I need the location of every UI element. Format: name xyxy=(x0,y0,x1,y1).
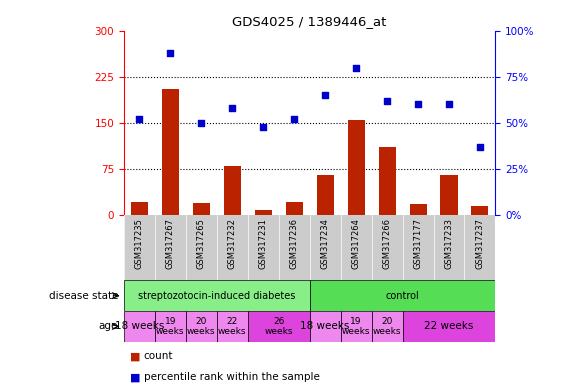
Bar xyxy=(341,311,372,342)
Text: GSM317236: GSM317236 xyxy=(290,218,298,269)
Text: ■: ■ xyxy=(129,372,140,382)
Point xyxy=(320,92,329,98)
Text: GSM317234: GSM317234 xyxy=(321,218,329,269)
Text: 18 weeks: 18 weeks xyxy=(115,321,164,331)
Text: 22
weeks: 22 weeks xyxy=(218,317,247,336)
Point xyxy=(351,65,360,71)
Point xyxy=(166,50,175,56)
Bar xyxy=(285,202,303,215)
Bar xyxy=(403,311,495,342)
Text: GSM317264: GSM317264 xyxy=(352,218,360,269)
Text: 18 weeks: 18 weeks xyxy=(301,321,350,331)
Text: GSM317266: GSM317266 xyxy=(383,218,391,269)
Bar xyxy=(186,311,217,342)
Bar xyxy=(193,203,210,215)
Text: 19
weeks: 19 weeks xyxy=(342,317,370,336)
Text: 26
weeks: 26 weeks xyxy=(265,317,293,336)
Bar xyxy=(217,311,248,342)
Bar xyxy=(440,175,458,215)
Point xyxy=(383,98,392,104)
Bar xyxy=(155,311,186,342)
Text: control: control xyxy=(386,291,419,301)
Point xyxy=(258,124,268,130)
Text: ■: ■ xyxy=(129,351,140,361)
Point xyxy=(290,116,299,122)
Bar xyxy=(378,147,396,215)
Bar xyxy=(347,120,365,215)
Bar xyxy=(316,175,334,215)
Point xyxy=(445,101,454,108)
Text: percentile rank within the sample: percentile rank within the sample xyxy=(144,372,319,382)
Text: count: count xyxy=(144,351,173,361)
Bar xyxy=(162,89,179,215)
Text: GSM317237: GSM317237 xyxy=(476,218,484,269)
Bar xyxy=(372,311,403,342)
Point xyxy=(135,116,144,122)
Text: GSM317233: GSM317233 xyxy=(445,218,453,269)
Bar xyxy=(248,311,310,342)
Text: 20
weeks: 20 weeks xyxy=(187,317,216,336)
Text: age: age xyxy=(99,321,118,331)
Text: GSM317177: GSM317177 xyxy=(414,218,422,269)
Bar xyxy=(224,166,241,215)
Text: disease state: disease state xyxy=(49,291,118,301)
Title: GDS4025 / 1389446_at: GDS4025 / 1389446_at xyxy=(233,15,387,28)
Text: 20
weeks: 20 weeks xyxy=(373,317,401,336)
Bar xyxy=(254,210,272,215)
Bar xyxy=(131,202,148,215)
Point xyxy=(197,120,206,126)
Text: streptozotocin-induced diabetes: streptozotocin-induced diabetes xyxy=(138,291,296,301)
Bar xyxy=(471,206,489,215)
Point xyxy=(475,144,484,150)
Bar xyxy=(124,311,155,342)
Text: 22 weeks: 22 weeks xyxy=(425,321,473,331)
Point xyxy=(413,101,422,108)
Bar xyxy=(124,280,310,311)
Bar xyxy=(310,280,495,311)
Text: 19
weeks: 19 weeks xyxy=(156,317,185,336)
Bar xyxy=(409,204,427,215)
Point xyxy=(227,105,236,111)
Text: GSM317232: GSM317232 xyxy=(228,218,236,269)
Text: GSM317235: GSM317235 xyxy=(135,218,144,269)
Text: GSM317267: GSM317267 xyxy=(166,218,175,269)
Bar xyxy=(310,311,341,342)
Text: GSM317231: GSM317231 xyxy=(259,218,267,269)
Text: GSM317265: GSM317265 xyxy=(197,218,205,269)
